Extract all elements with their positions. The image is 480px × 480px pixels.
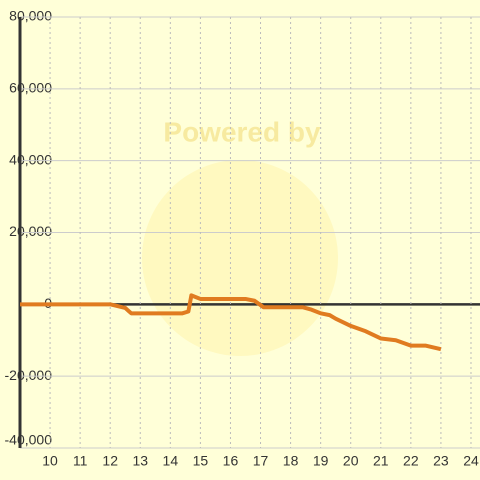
y-tick-label: 80,000: [9, 8, 52, 24]
watermark-logo: [142, 160, 338, 356]
x-tick-label: 14: [163, 453, 179, 469]
x-tick-label: 20: [343, 453, 359, 469]
watermark: Powered by: [163, 116, 321, 147]
x-tick-label: 18: [283, 453, 299, 469]
x-tick-label: 17: [253, 453, 269, 469]
x-tick-label: 22: [403, 453, 419, 469]
x-tick-label: 21: [373, 453, 389, 469]
x-tick-label: 24: [463, 453, 479, 469]
y-tick-label: 60,000: [9, 80, 52, 96]
x-tick-label: 13: [132, 453, 148, 469]
x-tick-label: 15: [193, 453, 209, 469]
y-tick-label: -20,000: [5, 367, 53, 383]
x-tick-label: 19: [313, 453, 329, 469]
x-tick-label: 12: [102, 453, 118, 469]
y-tick-label: -40,000: [5, 432, 53, 448]
line: [20, 293, 442, 352]
x-tick-label: 10: [42, 453, 58, 469]
x-tick-label: 16: [223, 453, 239, 469]
y-tick-label: 40,000: [9, 151, 52, 167]
x-tick-label: 11: [73, 453, 88, 469]
x-tick-label: 23: [433, 453, 449, 469]
y-tick-label: 20,000: [9, 223, 52, 239]
